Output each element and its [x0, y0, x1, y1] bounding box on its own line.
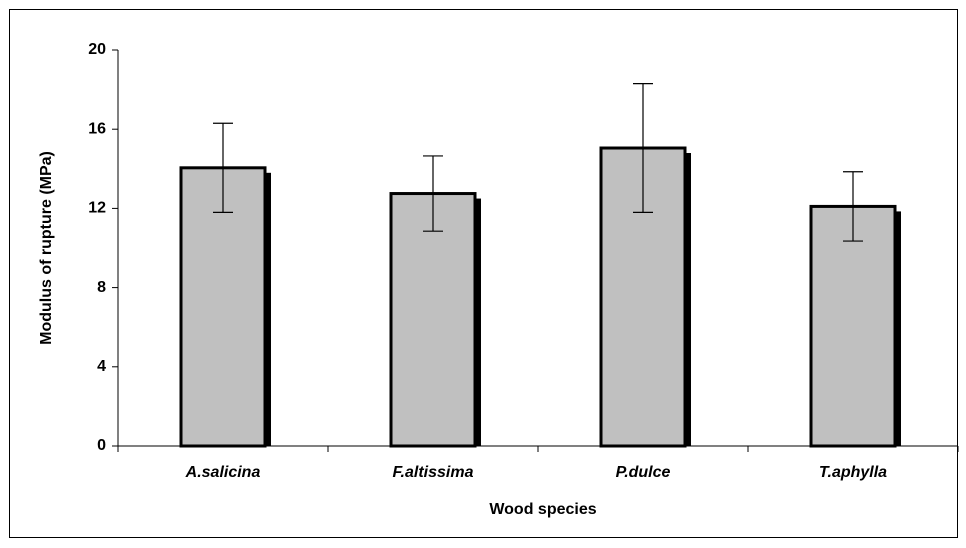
x-tick-label: A.salicina [185, 464, 261, 481]
error-bar [423, 155, 443, 232]
y-tick-label: 8 [97, 279, 106, 296]
bar [179, 166, 267, 448]
y-tick-label: 16 [88, 120, 106, 137]
y-tick-label: 12 [88, 200, 106, 217]
error-bar [843, 171, 863, 242]
x-tick-label: T.aphylla [819, 464, 887, 481]
y-axis-label: Modulus of rupture (MPa) [38, 151, 55, 345]
bar [809, 204, 897, 448]
y-tick-label: 0 [97, 437, 106, 454]
bar [389, 192, 477, 448]
x-axis-label: Wood species [489, 501, 596, 518]
error-bar [213, 122, 233, 213]
x-tick-label: P.dulce [616, 464, 671, 481]
y-tick-label: 20 [88, 41, 106, 58]
y-tick-label: 4 [97, 358, 106, 375]
chart-border [9, 9, 958, 538]
x-tick-label: F.altissima [393, 464, 474, 481]
error-bar [633, 83, 653, 213]
